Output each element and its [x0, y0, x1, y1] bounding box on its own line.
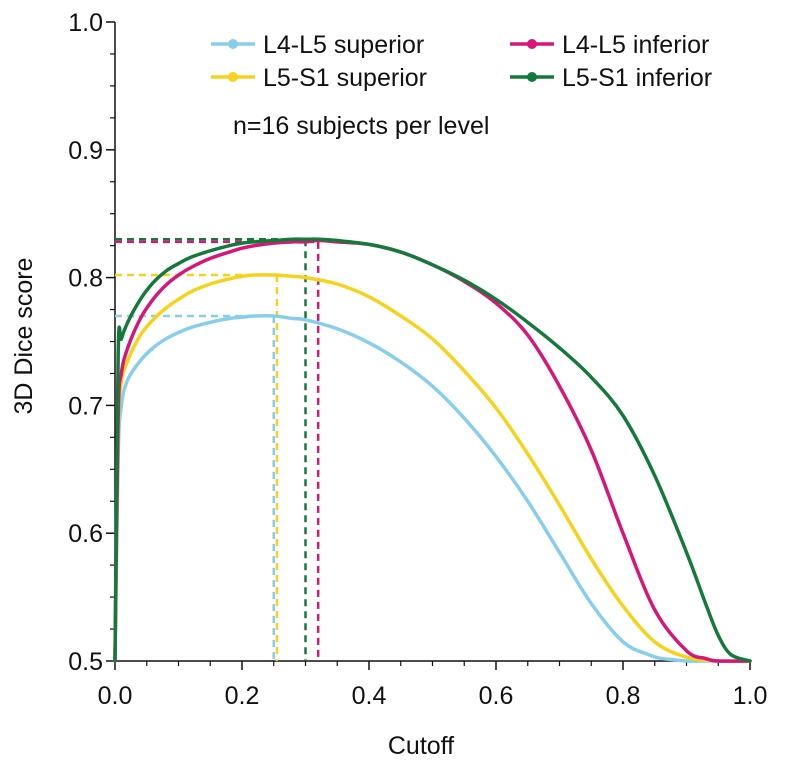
legend-swatch-marker	[527, 72, 537, 82]
legend-item-l5-s1-inferior: L5-S1 inferior	[510, 64, 712, 92]
legend-item-l4-l5-superior: L4-L5 superior	[211, 31, 424, 59]
x-tick-label: 1.0	[733, 682, 768, 710]
x-tick-label: 0.8	[606, 682, 641, 710]
legend-label: L5-S1 inferior	[562, 64, 712, 92]
optimal-cutoff-guides	[115, 238, 320, 661]
legend-label: L5-S1 superior	[263, 64, 427, 92]
x-tick-label: 0.0	[98, 682, 133, 710]
legend-swatch-marker	[228, 72, 238, 82]
y-tick-label: 0.5	[68, 648, 103, 676]
series-line-l5-s1-superior	[113, 273, 752, 664]
x-tick-label: 0.6	[479, 682, 514, 710]
y-tick-label: 0.8	[68, 265, 103, 293]
x-tick-label: 0.4	[352, 682, 387, 710]
y-tick-label: 0.6	[68, 520, 103, 548]
legend-item-l5-s1-superior: L5-S1 superior	[211, 64, 427, 92]
legend-swatch-marker	[527, 39, 537, 49]
y-tick-label: 0.7	[68, 392, 103, 420]
axes-layer: 0.5 0.6 0.7 0.8 0.9 1.0 0.0 0.2 0.4 0.6 0.8 1.0	[68, 9, 767, 710]
y-tick-label: 1.0	[68, 9, 103, 37]
series-line-l4-l5-superior	[113, 313, 752, 663]
legend-item-l4-l5-inferior: L4-L5 inferior	[510, 31, 709, 59]
legend: L4-L5 superior L5-S1 superior L4-L5 inferi…	[211, 31, 712, 92]
legend-label: L4-L5 inferior	[562, 31, 709, 59]
x-tick-label: 0.2	[225, 682, 260, 710]
series-line-l5-s1-inferior	[113, 237, 752, 663]
y-tick-label: 0.9	[68, 137, 103, 165]
sample-size-annotation: n=16 subjects per level	[233, 112, 489, 140]
y-axis-title: 3D Dice score	[10, 258, 38, 415]
x-axis-title: Cutoff	[388, 732, 454, 760]
legend-label: L4-L5 superior	[263, 31, 424, 59]
series-layer	[113, 237, 752, 664]
legend-swatch-marker	[228, 39, 238, 49]
series-line-l4-l5-inferior	[113, 238, 752, 663]
